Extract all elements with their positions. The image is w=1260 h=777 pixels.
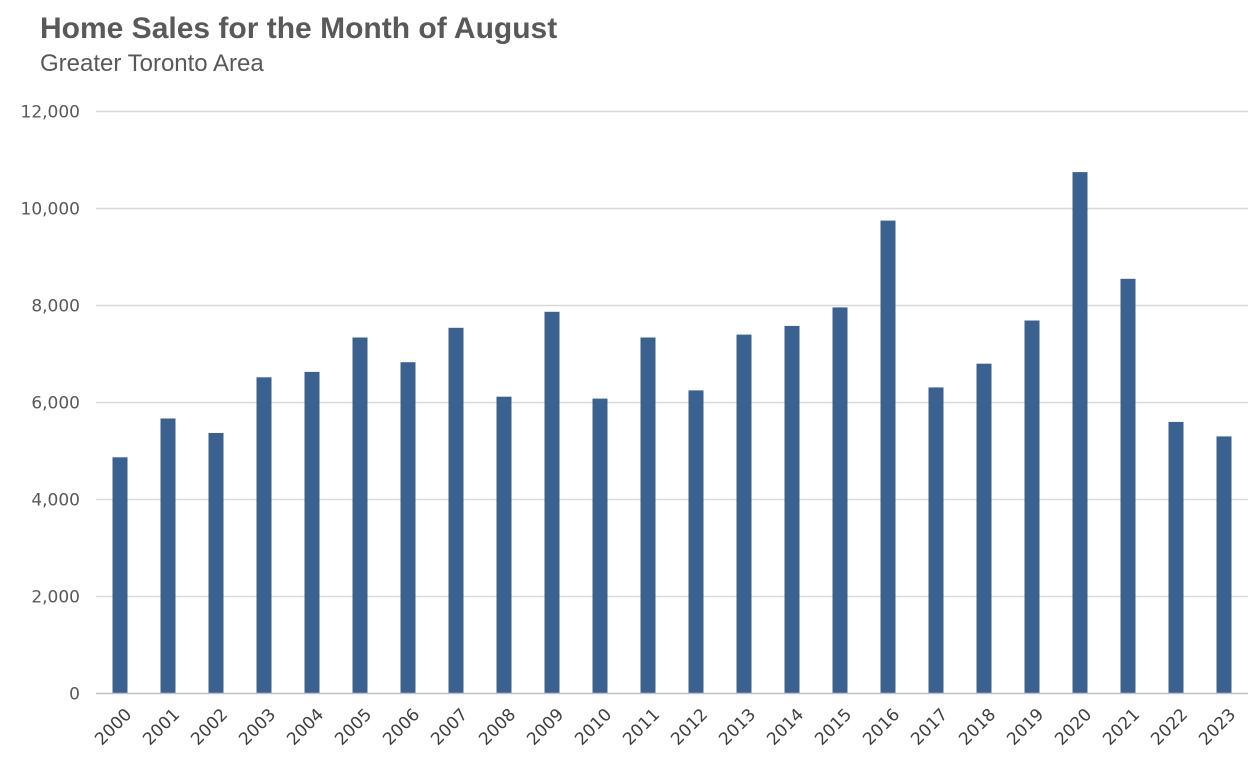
x-tick-label: 2011 — [619, 705, 664, 750]
bar-2016 — [880, 220, 896, 693]
x-tick-label: 2017 — [907, 705, 952, 750]
chart-title: Home Sales for the Month of August — [40, 12, 558, 45]
y-tick-label: 10,000 — [21, 200, 80, 220]
bar-2005 — [352, 337, 368, 693]
x-tick-label: 2006 — [379, 705, 424, 750]
bar-2015 — [832, 307, 848, 693]
x-tick-label: 2000 — [91, 705, 136, 750]
bar-2012 — [688, 390, 704, 693]
x-tick-label: 2007 — [427, 705, 472, 750]
bar-2021 — [1120, 278, 1136, 693]
y-axis-tick-labels: 0 2,000 4,000 6,000 8,000 10,000 12,000 — [21, 103, 80, 705]
x-tick-label: 2018 — [955, 705, 1000, 750]
x-tick-label: 2010 — [571, 705, 616, 750]
bar-2019 — [1024, 320, 1040, 693]
bar-2020 — [1072, 172, 1088, 694]
bar-2018 — [976, 363, 992, 693]
x-tick-label: 2012 — [667, 705, 712, 750]
bar-2007 — [448, 327, 464, 693]
y-tick-label: 12,000 — [21, 103, 80, 123]
y-tick-label: 6,000 — [31, 394, 80, 414]
x-tick-label: 2008 — [475, 705, 520, 750]
x-tick-label: 2002 — [187, 705, 232, 750]
bar-2017 — [928, 387, 944, 693]
x-tick-label: 2021 — [1099, 705, 1144, 750]
x-tick-label: 2022 — [1147, 705, 1192, 750]
chart-subtitle: Greater Toronto Area — [40, 50, 264, 77]
x-tick-label: 2004 — [283, 705, 328, 750]
x-axis-tick-labels: 2000 2001 2002 2003 2004 2005 2006 2007 2008 2009… — [91, 705, 1240, 750]
x-tick-label: 2020 — [1051, 705, 1096, 750]
bar-2013 — [736, 334, 752, 693]
bar-2001 — [160, 418, 176, 693]
x-tick-label: 2016 — [859, 705, 904, 750]
y-tick-label: 4,000 — [31, 491, 80, 511]
y-tick-label: 2,000 — [31, 588, 80, 608]
bar-2003 — [256, 377, 272, 693]
x-tick-label: 2014 — [763, 705, 808, 750]
x-tick-label: 2013 — [715, 705, 760, 750]
y-tick-label: 8,000 — [31, 297, 80, 317]
x-tick-label: 2023 — [1195, 705, 1240, 750]
x-tick-label: 2003 — [235, 705, 280, 750]
bar-2023 — [1216, 436, 1232, 693]
x-tick-label: 2005 — [331, 705, 376, 750]
bar-2006 — [400, 362, 416, 693]
bar-2008 — [496, 396, 512, 693]
bar-2022 — [1168, 421, 1184, 693]
bar-2014 — [784, 325, 800, 693]
bar-2010 — [592, 398, 608, 693]
x-tick-label: 2001 — [139, 705, 184, 750]
bar-2011 — [640, 337, 656, 693]
x-tick-label: 2019 — [1003, 705, 1048, 750]
x-tick-label: 2015 — [811, 705, 856, 750]
bar-2002 — [208, 433, 224, 693]
x-tick-label: 2009 — [523, 705, 568, 750]
y-tick-label: 0 — [69, 685, 80, 705]
gridlines — [96, 110, 1248, 598]
bars — [112, 172, 1232, 694]
bar-2004 — [304, 371, 320, 693]
bar-2000 — [112, 457, 128, 693]
bar-2009 — [544, 311, 560, 693]
